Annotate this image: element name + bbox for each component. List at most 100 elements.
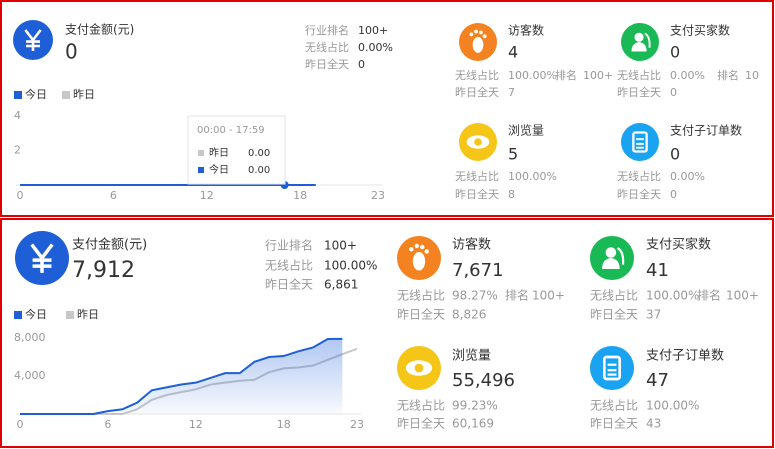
icon-glyph: [414, 363, 424, 373]
card-value: 5: [508, 145, 518, 164]
tooltip: [187, 115, 286, 185]
tooltip-value: 0.00: [248, 148, 270, 159]
icon-glyph: [472, 36, 484, 53]
tooltip-time: 00:00 - 17:59: [197, 125, 265, 136]
x-tick-label: 6: [110, 189, 117, 202]
x-tick-label: 23: [371, 189, 385, 202]
card-value: 7,671: [452, 260, 504, 281]
card-row-value: 8: [508, 188, 515, 201]
card-row-label: 昨日全天: [617, 85, 661, 99]
metric-title: 支付金额(元): [65, 22, 134, 37]
card-row-label: 无线占比: [617, 169, 661, 183]
card-title: 支付买家数: [646, 237, 711, 253]
icon-glyph: [482, 34, 487, 39]
card-value: 41: [646, 260, 669, 281]
card-title: 支付子订单数: [670, 123, 742, 138]
area: [20, 338, 343, 414]
card-row-value: 100.00%: [646, 399, 699, 413]
card-row-label: 昨日全天: [455, 85, 499, 99]
card-rank-label: 排名: [555, 68, 577, 82]
stat-label: 无线占比: [265, 258, 313, 273]
metric-title: 支付金额(元): [72, 237, 147, 253]
legend-swatch: [14, 311, 22, 319]
card-row-value: 100.00%: [508, 69, 557, 82]
card-row-value: 60,169: [452, 417, 494, 431]
stat-label: 昨日全天: [305, 57, 349, 71]
tooltip-value: 0.00: [248, 165, 270, 176]
y-tick-label: 8,000: [14, 331, 46, 344]
icon-circle: [590, 236, 634, 280]
card-row-label: 昨日全天: [455, 187, 499, 201]
card-row-label: 无线占比: [617, 68, 661, 82]
icon-glyph: [644, 32, 651, 48]
line: [20, 337, 343, 415]
card-rank-label: 排名: [717, 68, 739, 82]
card-row-label: 昨日全天: [590, 307, 638, 322]
card-row-label: 无线占比: [590, 288, 638, 303]
card-value: 55,496: [452, 370, 515, 391]
icon-glyph: [424, 249, 429, 254]
legend-label: 昨日: [73, 88, 95, 101]
card-row-value: 37: [646, 308, 661, 322]
legend-label: 今日: [25, 307, 47, 321]
stat-value: 100+: [358, 24, 388, 37]
card-row-value: 100.00%: [508, 170, 557, 183]
card-rank-value: 100+: [532, 289, 565, 303]
icon-glyph: [631, 42, 647, 52]
icon-glyph: [474, 29, 478, 34]
legend-swatch: [14, 91, 22, 99]
stat-label: 行业排名: [265, 238, 313, 253]
legend-label: 今日: [25, 87, 47, 101]
card-row-label: 无线占比: [455, 68, 499, 82]
card-value: 0: [670, 145, 680, 164]
card-row-value: 100.00%: [646, 289, 699, 303]
card-title: 支付子订单数: [646, 349, 724, 364]
metric-value: 0: [65, 40, 78, 64]
card-row-label: 无线占比: [590, 398, 638, 413]
y-tick-label: 4,000: [14, 369, 46, 382]
x-tick-label: 18: [293, 189, 307, 202]
icon-glyph: [30, 243, 54, 273]
tooltip-swatch: [198, 167, 204, 173]
card-rank-label: 排名: [697, 288, 721, 303]
card-row-label: 昨日全天: [397, 416, 445, 431]
card-row-label: 无线占比: [397, 288, 445, 303]
icon-circle: [621, 23, 659, 61]
card-row-value: 99.23%: [452, 399, 498, 413]
card-rank-value: 10: [745, 69, 759, 82]
card-rank-value: 100+: [726, 289, 759, 303]
icon-glyph: [420, 244, 425, 250]
panel-border: [0, 218, 774, 448]
icon-glyph: [602, 258, 620, 269]
card-title: 访客数: [508, 23, 544, 38]
card-row-label: 昨日全天: [617, 187, 661, 201]
icon-glyph: [605, 247, 617, 258]
icon-glyph: [632, 131, 648, 153]
icon-glyph: [602, 355, 622, 381]
card-title: 浏览量: [508, 123, 544, 138]
card-row-value: 8,826: [452, 308, 486, 322]
x-tick-label: 23: [350, 418, 364, 431]
card-row-value: 43: [646, 417, 661, 431]
card-row-value: 7: [508, 86, 515, 99]
tooltip-label: 今日: [209, 163, 229, 176]
x-tick-label: 12: [189, 418, 203, 431]
card-row-value: 0.00%: [670, 69, 705, 82]
x-tick-label: 0: [17, 418, 24, 431]
metric-value: 7,912: [72, 258, 135, 283]
card-title: 浏览量: [452, 348, 491, 364]
icon-glyph: [412, 252, 426, 271]
tooltip-label: 昨日: [209, 147, 229, 159]
icon-glyph: [414, 243, 419, 249]
panel-border: [0, 0, 774, 217]
icon-circle: [590, 346, 634, 390]
card-row-label: 无线占比: [455, 169, 499, 183]
stat-value: 100+: [324, 239, 357, 253]
card-row-value: 98.27%: [452, 289, 498, 303]
card-row-label: 昨日全天: [590, 416, 638, 431]
tooltip-swatch: [198, 150, 204, 156]
card-row-label: 昨日全天: [397, 307, 445, 322]
y-tick-label: 2: [14, 144, 21, 157]
icon-glyph: [24, 29, 42, 51]
